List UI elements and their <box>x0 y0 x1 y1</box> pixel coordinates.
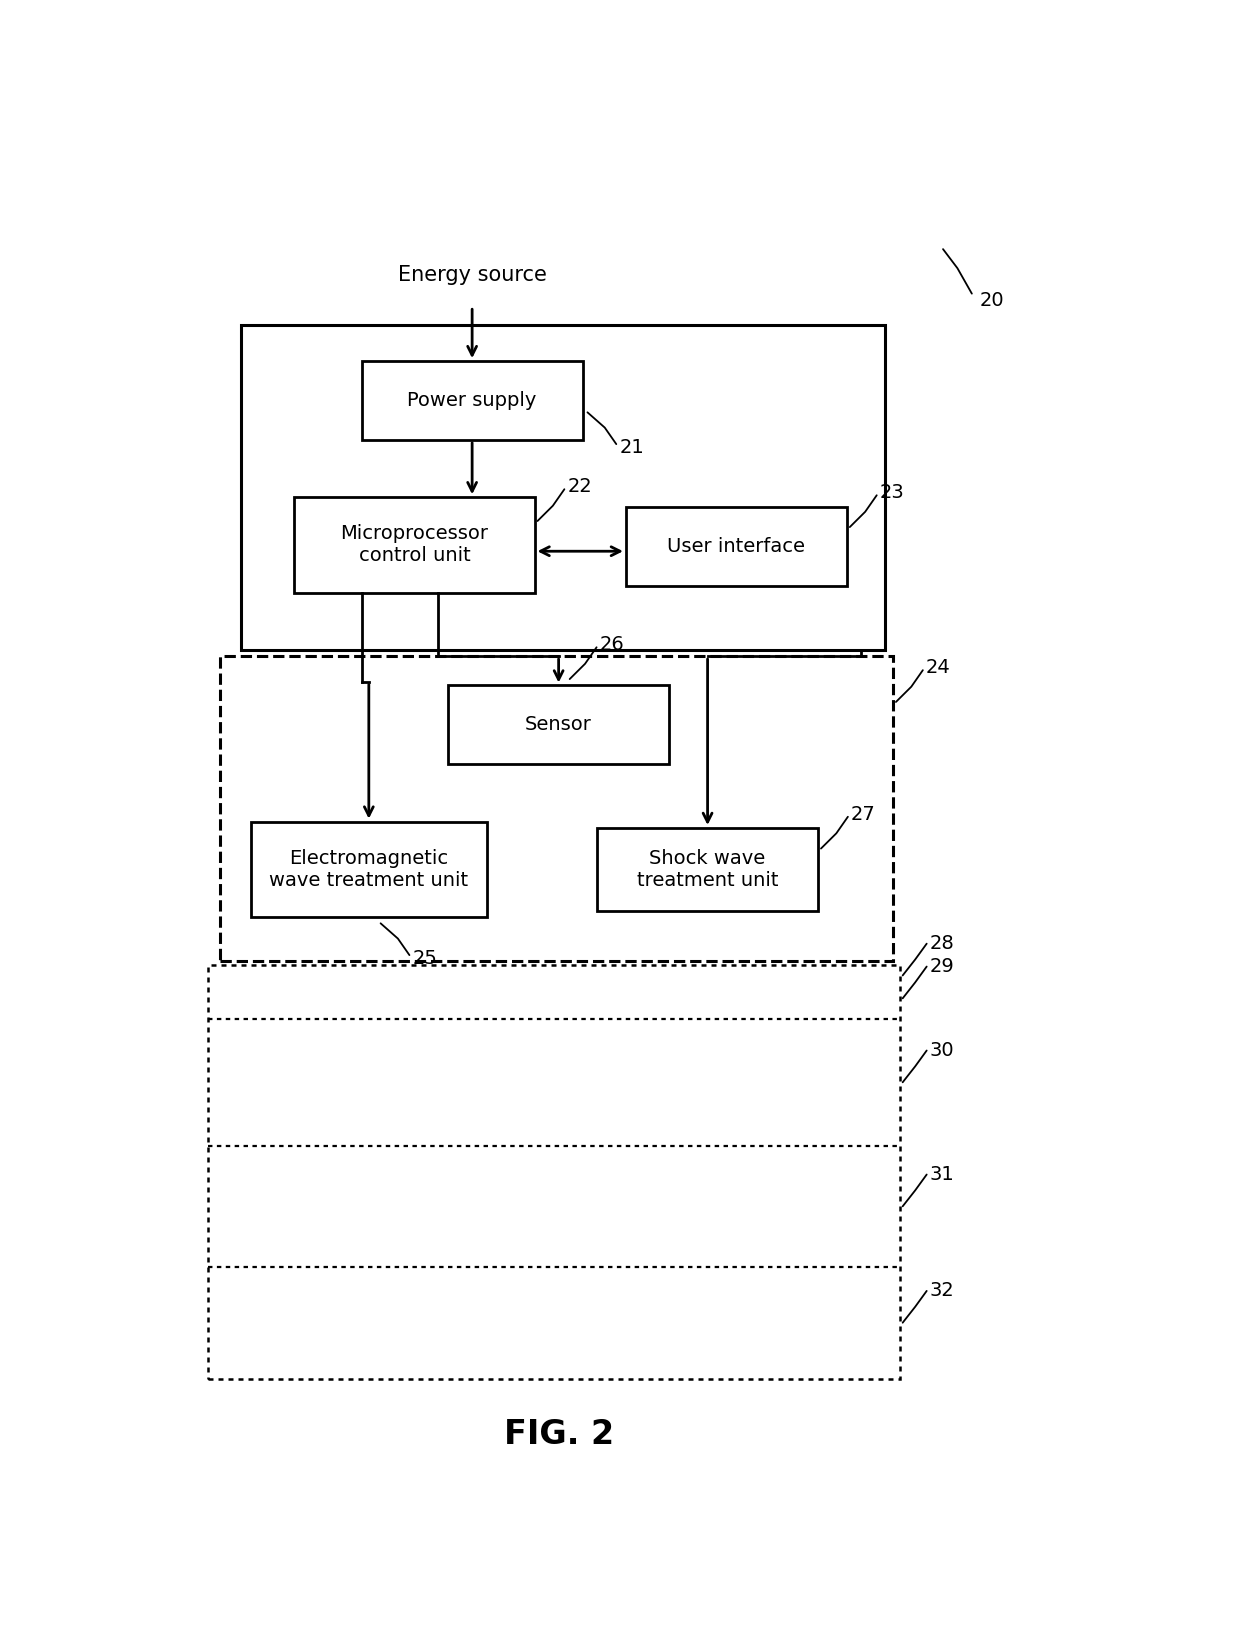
Bar <box>221 656 893 961</box>
Text: 22: 22 <box>567 477 591 496</box>
Bar <box>596 828 818 910</box>
Text: 25: 25 <box>413 950 438 968</box>
Text: 28: 28 <box>930 933 955 953</box>
Bar <box>242 325 885 649</box>
Text: 23: 23 <box>879 484 904 502</box>
Text: 31: 31 <box>930 1165 955 1184</box>
Bar <box>294 497 534 593</box>
Bar <box>362 362 583 439</box>
Text: 26: 26 <box>599 636 624 654</box>
Text: Sensor: Sensor <box>526 715 591 735</box>
Text: Energy source: Energy source <box>398 264 547 284</box>
Bar <box>448 686 670 765</box>
Text: 20: 20 <box>980 291 1004 309</box>
Bar <box>626 507 847 586</box>
Text: 24: 24 <box>926 657 951 677</box>
Text: Electromagnetic
wave treatment unit: Electromagnetic wave treatment unit <box>269 849 469 890</box>
Text: FIG. 2: FIG. 2 <box>503 1417 614 1450</box>
Text: 29: 29 <box>930 957 955 976</box>
Bar <box>208 965 900 1379</box>
Text: 27: 27 <box>851 805 875 824</box>
Text: 30: 30 <box>930 1041 955 1061</box>
Text: Microprocessor
control unit: Microprocessor control unit <box>341 524 489 565</box>
Text: 21: 21 <box>619 438 644 458</box>
Bar <box>250 821 486 917</box>
Text: Power supply: Power supply <box>408 392 537 410</box>
Text: 32: 32 <box>930 1282 955 1300</box>
Text: Shock wave
treatment unit: Shock wave treatment unit <box>637 849 779 890</box>
Text: User interface: User interface <box>667 537 806 557</box>
